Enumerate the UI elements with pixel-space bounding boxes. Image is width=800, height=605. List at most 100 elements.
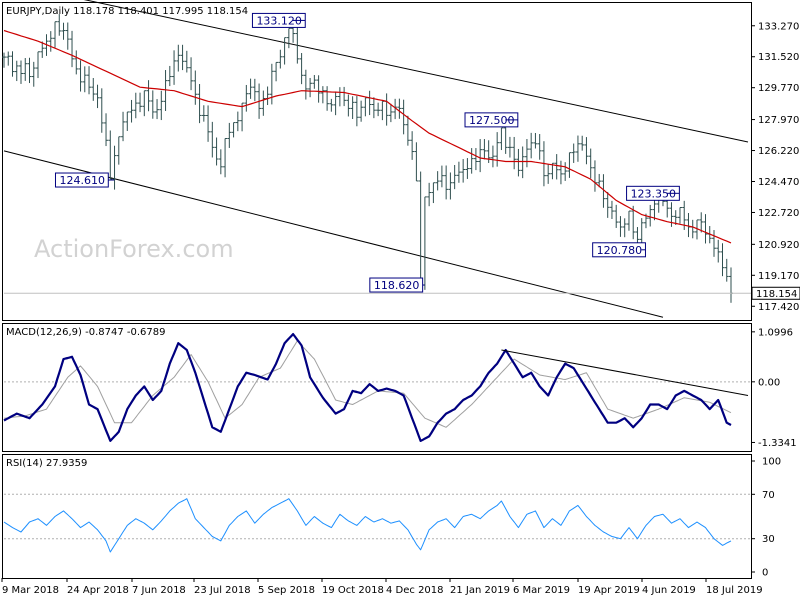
candle bbox=[82, 66, 87, 93]
candle bbox=[23, 58, 28, 81]
candle bbox=[295, 27, 300, 64]
candle bbox=[240, 102, 245, 132]
candle bbox=[405, 115, 410, 146]
candle bbox=[435, 171, 440, 191]
candle bbox=[163, 70, 168, 111]
candle bbox=[677, 207, 682, 224]
candle bbox=[329, 98, 334, 112]
annotation-label: 118.620 bbox=[374, 279, 420, 292]
price-annotation: 133.120 bbox=[251, 12, 306, 28]
candle bbox=[601, 174, 606, 208]
candle bbox=[529, 132, 534, 159]
candle bbox=[6, 51, 11, 66]
price-annotation: 124.610 bbox=[54, 172, 115, 188]
macd-line bbox=[3, 333, 732, 442]
candle bbox=[214, 137, 219, 166]
candle bbox=[512, 136, 517, 170]
candle bbox=[133, 92, 138, 119]
candle bbox=[401, 99, 406, 135]
candle bbox=[350, 96, 355, 119]
candle bbox=[724, 258, 729, 282]
candle bbox=[478, 139, 483, 173]
time-tick-label: 21 Jan 2019 bbox=[450, 585, 510, 596]
candle bbox=[235, 111, 240, 132]
candle bbox=[10, 51, 15, 77]
candle bbox=[537, 134, 542, 160]
candle bbox=[622, 218, 627, 238]
candle bbox=[614, 204, 619, 228]
channel-line-1 bbox=[83, 0, 749, 143]
candle bbox=[248, 78, 253, 99]
candle bbox=[27, 57, 32, 84]
candle bbox=[104, 113, 109, 147]
candle bbox=[431, 182, 436, 204]
candle bbox=[146, 80, 151, 112]
candle bbox=[125, 111, 130, 131]
macd-signal-line bbox=[3, 340, 732, 428]
macd-trendline bbox=[501, 349, 749, 396]
time-tick-label: 24 Apr 2018 bbox=[67, 585, 129, 596]
annotation-label: 127.500 bbox=[469, 114, 515, 127]
candle bbox=[91, 78, 96, 101]
candle bbox=[167, 65, 172, 87]
candle bbox=[648, 204, 653, 227]
candle bbox=[261, 90, 266, 116]
candle bbox=[184, 50, 189, 73]
candle bbox=[116, 136, 121, 165]
candle bbox=[673, 210, 678, 225]
time-tick-label: 23 Jul 2018 bbox=[194, 585, 251, 596]
candle bbox=[376, 102, 381, 117]
candle bbox=[550, 162, 555, 180]
candle bbox=[571, 143, 576, 163]
candle bbox=[325, 86, 330, 111]
rsi-pane-title: RSI(14) 27.9359 bbox=[6, 458, 87, 469]
price-tick-label: 126.220 bbox=[758, 146, 799, 157]
candle bbox=[159, 90, 164, 121]
macd-pane-frame bbox=[2, 323, 752, 452]
rsi-line bbox=[3, 498, 732, 553]
candle bbox=[231, 122, 236, 138]
rsi-pane-frame bbox=[2, 454, 752, 579]
candle bbox=[533, 132, 538, 149]
candle bbox=[584, 137, 589, 165]
candle bbox=[206, 105, 211, 142]
candle bbox=[563, 162, 568, 181]
candle bbox=[274, 61, 279, 82]
candle bbox=[333, 91, 338, 116]
candle bbox=[210, 121, 215, 158]
rsi-series-layer bbox=[3, 493, 751, 553]
candle bbox=[48, 31, 53, 52]
macd-tick-label: 1.0996 bbox=[758, 327, 793, 338]
candle bbox=[282, 37, 287, 65]
candle bbox=[716, 239, 721, 263]
candle bbox=[580, 135, 585, 151]
price-tick-label: 120.920 bbox=[758, 240, 799, 251]
price-pane-frame bbox=[2, 2, 752, 321]
candle bbox=[201, 105, 206, 122]
candle bbox=[711, 230, 716, 257]
candle bbox=[465, 158, 470, 179]
price-annotation: 118.620 bbox=[369, 277, 425, 293]
candle bbox=[138, 92, 143, 113]
candle bbox=[108, 130, 113, 180]
price-annotation: 127.500 bbox=[464, 112, 519, 128]
candle bbox=[597, 173, 602, 188]
candle bbox=[155, 99, 160, 120]
time-tick-label: 19 Apr 2019 bbox=[578, 585, 640, 596]
candle bbox=[286, 27, 291, 49]
candle bbox=[65, 22, 70, 50]
candle bbox=[452, 164, 457, 190]
candle bbox=[473, 148, 478, 171]
candle bbox=[74, 50, 79, 75]
candle bbox=[303, 69, 308, 100]
moving-average-line bbox=[3, 29, 732, 244]
axis-layer: 133.270 131.520 129.770 127.970 126.220 124.4… bbox=[1, 21, 800, 596]
time-tick-label: 7 Jun 2018 bbox=[132, 585, 186, 596]
price-tick-label: 122.720 bbox=[758, 208, 799, 219]
candle bbox=[699, 212, 704, 233]
watermark: ActionForex.com bbox=[34, 235, 234, 263]
candle bbox=[14, 60, 19, 82]
candle bbox=[129, 99, 134, 123]
